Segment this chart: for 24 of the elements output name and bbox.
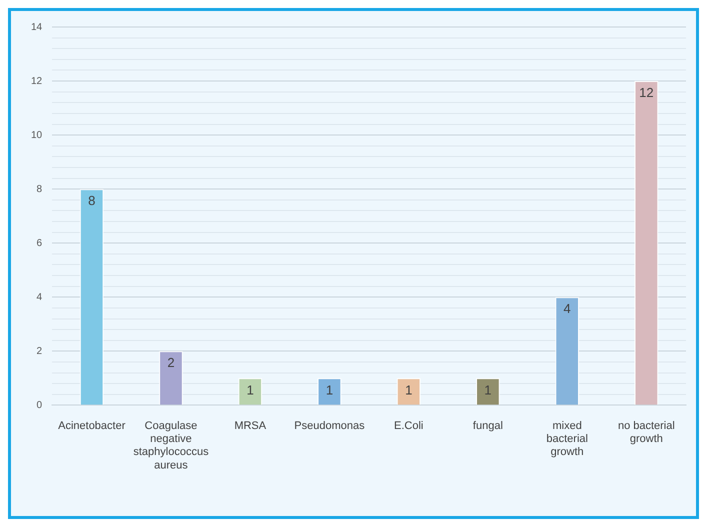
y-tick-label: 2 [36, 346, 43, 357]
y-tick-label: 10 [31, 130, 43, 141]
data-label: 4 [564, 301, 571, 316]
x-tick-label: MRSA [234, 420, 267, 432]
y-tick-label: 12 [31, 76, 43, 87]
data-label: 1 [405, 382, 412, 398]
y-tick-label: 0 [36, 400, 43, 411]
x-tick-label: E.Coli [394, 420, 424, 432]
y-tick-label: 6 [36, 238, 43, 249]
data-label: 12 [639, 85, 654, 100]
data-label: 1 [326, 382, 334, 398]
x-tick-label: no bacterial growth [618, 420, 675, 446]
data-label: 1 [246, 382, 254, 398]
y-tick-label: 4 [36, 292, 43, 303]
x-tick-label: Pseudomonas [294, 420, 366, 432]
y-tick-label: 14 [31, 22, 43, 33]
x-tick-label: mixed bacterial growth [546, 420, 588, 458]
y-tick-label: 8 [36, 184, 43, 195]
data-label: 1 [484, 382, 492, 398]
data-label: 8 [88, 193, 96, 208]
x-tick-label: Coagulase negative staphylococcus aureus [133, 420, 210, 472]
x-tick-label: Acinetobacter [58, 420, 126, 432]
data-label: 2 [167, 355, 175, 370]
x-tick-label: fungal [472, 420, 503, 432]
